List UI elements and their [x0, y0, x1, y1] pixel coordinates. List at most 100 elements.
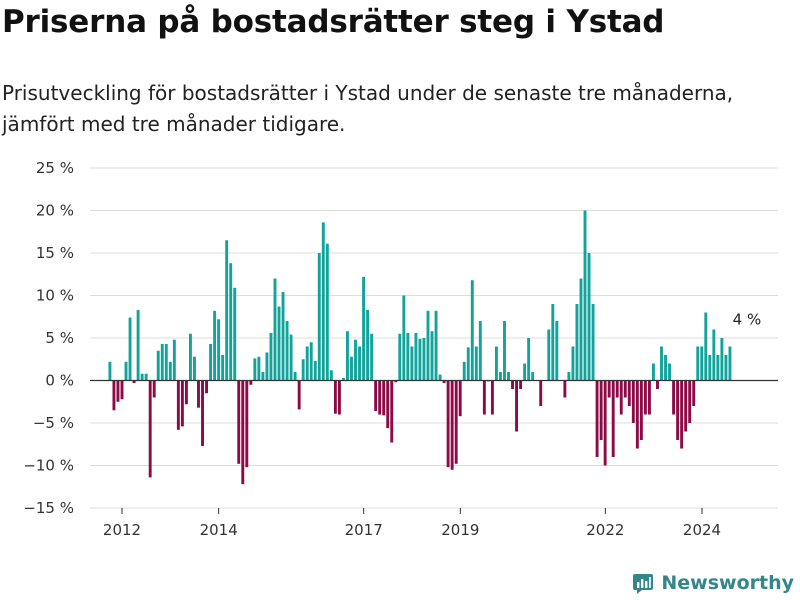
- bar: [466, 347, 470, 381]
- bar: [414, 332, 418, 381]
- bar: [643, 380, 647, 415]
- bar: [438, 374, 442, 381]
- bar: [108, 361, 112, 381]
- y-tick-label: 5 %: [45, 329, 74, 347]
- bar: [712, 329, 716, 381]
- bar: [301, 359, 305, 381]
- brand-name: Newsworthy: [661, 572, 794, 594]
- bar: [390, 380, 394, 443]
- y-tick-label: 25 %: [36, 159, 74, 177]
- bar: [688, 380, 692, 423]
- bar: [229, 263, 233, 381]
- bar: [422, 338, 426, 381]
- y-tick-label: −5 %: [33, 414, 74, 432]
- bar: [285, 321, 289, 381]
- bar: [523, 363, 527, 381]
- bar: [639, 380, 643, 440]
- bar: [462, 361, 466, 381]
- bar: [607, 380, 611, 398]
- bar: [297, 380, 301, 410]
- bar: [716, 355, 720, 381]
- bar: [374, 380, 378, 412]
- bar: [386, 380, 390, 429]
- bar: [647, 380, 651, 415]
- bar: [652, 363, 655, 381]
- bar: [233, 287, 237, 381]
- bar: [293, 372, 297, 381]
- bar: [245, 380, 249, 468]
- bar: [136, 309, 140, 381]
- bar: [160, 343, 164, 381]
- y-tick-label: 15 %: [36, 244, 74, 262]
- brand-logo: Newsworthy: [632, 572, 794, 594]
- bar: [474, 346, 478, 381]
- bar: [434, 310, 438, 381]
- bar: [668, 363, 671, 381]
- bar: [237, 380, 241, 464]
- bar: [370, 333, 374, 381]
- bar: [591, 304, 595, 381]
- bar: [128, 317, 132, 381]
- bar: [201, 380, 204, 446]
- bar: [635, 380, 639, 449]
- bar: [366, 309, 370, 381]
- y-tick-label: 20 %: [36, 202, 74, 220]
- bar: [325, 243, 329, 381]
- bar: [450, 380, 454, 470]
- bar: [470, 280, 474, 381]
- bar: [676, 380, 680, 440]
- bar: [341, 377, 345, 381]
- bar: [704, 312, 708, 381]
- bar: [253, 358, 257, 381]
- bar: [168, 361, 172, 381]
- bar: [221, 355, 225, 381]
- bar: [176, 380, 180, 430]
- bar: [406, 332, 410, 381]
- bar: [478, 321, 482, 381]
- bar: [140, 373, 144, 381]
- bar: [152, 380, 156, 398]
- x-tick-label: 2024: [683, 521, 721, 539]
- bar: [317, 253, 321, 381]
- bar: [527, 338, 531, 381]
- bar: [120, 380, 124, 400]
- bar: [426, 310, 430, 381]
- bar: [672, 380, 676, 415]
- bar: [261, 372, 265, 381]
- bar: [627, 380, 631, 406]
- bar: [313, 360, 317, 381]
- bar: [499, 372, 502, 381]
- bar: [281, 292, 285, 381]
- bar: [116, 380, 120, 402]
- bar: [164, 343, 168, 381]
- bar: [619, 380, 623, 415]
- bar: [273, 278, 277, 381]
- bar: [350, 356, 353, 381]
- bar: [213, 310, 217, 381]
- bar: [442, 380, 446, 384]
- bar: [358, 346, 361, 381]
- bar: [656, 380, 659, 389]
- bar: [402, 295, 406, 381]
- bar: [587, 253, 591, 381]
- bar: [398, 333, 402, 381]
- x-tick-label: 2014: [200, 521, 238, 539]
- bar: [132, 380, 136, 384]
- bar: [595, 380, 599, 457]
- bar: [225, 240, 229, 381]
- bar: [631, 380, 635, 423]
- bar: [209, 343, 213, 381]
- bar: [696, 346, 700, 381]
- bar: [156, 350, 160, 381]
- bar: [567, 372, 571, 381]
- bar: [551, 304, 555, 381]
- bar: [362, 276, 366, 381]
- bar: [454, 380, 458, 464]
- bar: [680, 380, 684, 449]
- bar: [583, 210, 587, 381]
- bar: [346, 331, 349, 381]
- bar: [507, 372, 510, 381]
- bar: [700, 346, 704, 381]
- bar: [197, 380, 200, 408]
